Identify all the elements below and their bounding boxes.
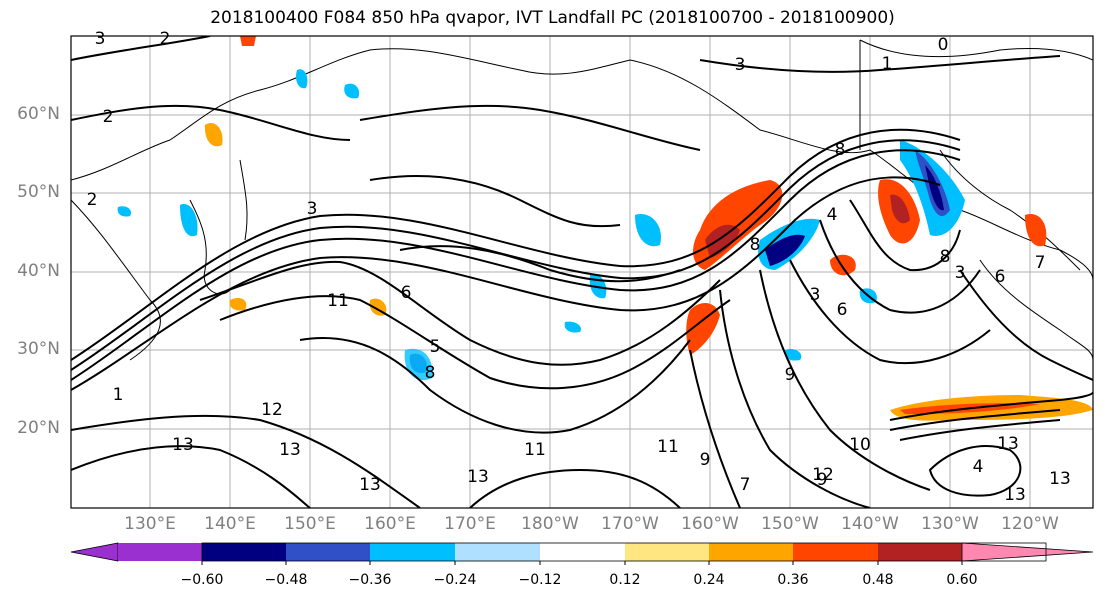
colorbar-segment xyxy=(793,543,878,561)
contour-label: 13 xyxy=(467,467,489,487)
colorbar-tick-label: 0.48 xyxy=(862,572,894,588)
lon-label: 140°W xyxy=(841,514,899,534)
lon-label: 170°W xyxy=(601,514,659,534)
map-frame xyxy=(70,35,1094,509)
colorbar-segment xyxy=(540,543,625,561)
contour-label: 2 xyxy=(87,190,98,210)
contour-label: 13 xyxy=(1004,485,1026,505)
contour-label: 9 xyxy=(817,470,828,490)
colorbar-tick-label: 0.12 xyxy=(609,572,641,588)
colorbar xyxy=(70,542,1094,565)
contour-label: 11 xyxy=(524,440,546,460)
contour-label: 1 xyxy=(113,385,124,405)
contour-label: 3 xyxy=(95,29,106,49)
colorbar-segment xyxy=(878,543,962,561)
colorbar-tick-label: 0.60 xyxy=(946,572,978,588)
contour-label: 13 xyxy=(279,440,301,460)
colorbar-tick-label: 0.24 xyxy=(693,572,725,588)
lat-label: 50°N xyxy=(17,182,60,202)
contour-label: 2 xyxy=(160,29,171,49)
contour-label: 4 xyxy=(973,457,984,477)
lon-label: 150°E xyxy=(284,514,336,534)
contour-label: 8 xyxy=(750,235,761,255)
colorbar-tick-label: 0.36 xyxy=(777,572,809,588)
lon-label: 160°W xyxy=(681,514,739,534)
contour-label: 3 xyxy=(955,263,966,283)
contour-label: 7 xyxy=(1035,253,1046,273)
contour-label: 13 xyxy=(172,435,194,455)
contour-label: 7 xyxy=(740,475,751,495)
lon-label: 120°W xyxy=(1001,514,1059,534)
lat-label: 30°N xyxy=(17,339,60,359)
contour-label: 8 xyxy=(835,140,846,160)
lon-label: 140°E xyxy=(204,514,256,534)
colorbar-segment xyxy=(709,543,793,561)
contours xyxy=(71,36,1093,508)
contour-label: 0 xyxy=(938,35,949,55)
colorbar-tick-label: −0.48 xyxy=(264,572,308,588)
contour-label: 6 xyxy=(401,283,412,303)
colorbar-segment xyxy=(118,543,202,561)
colorbar-tick-label: −0.60 xyxy=(180,572,224,588)
contour-label: 9 xyxy=(785,365,796,385)
colorbar-extend-high xyxy=(961,542,1094,562)
contour-label: 11 xyxy=(657,437,679,457)
contour-label: 9 xyxy=(700,450,711,470)
contour-label: 13 xyxy=(1049,469,1071,489)
contour-label: 3 xyxy=(307,199,318,219)
contour-label: 4 xyxy=(827,205,838,225)
contour-label: 6 xyxy=(837,300,848,320)
colorbar-segment xyxy=(202,543,286,561)
lon-label: 160°E xyxy=(364,514,416,534)
contour-label: 1 xyxy=(882,54,893,74)
colorbar-frame xyxy=(201,542,1047,562)
contour-label: 8 xyxy=(425,363,436,383)
colorbar-tick-label: −0.24 xyxy=(433,572,477,588)
contour-label: 5 xyxy=(430,337,441,357)
lon-label: 180°W xyxy=(521,514,579,534)
contour-label: 13 xyxy=(359,475,381,495)
lat-label: 40°N xyxy=(17,261,60,281)
map-title: 2018100400 F084 850 hPa qvapor, IVT Land… xyxy=(210,8,895,28)
contour-label: 8 xyxy=(940,247,951,267)
contour-label: 6 xyxy=(995,267,1006,287)
colorbar-tick-label: −0.12 xyxy=(518,572,562,588)
colorbar-extend-low xyxy=(70,542,119,562)
colorbar-segment xyxy=(286,543,370,561)
contour-label: 2 xyxy=(103,107,114,127)
contour-label: 11 xyxy=(327,291,349,311)
colorbar-tick-label: −0.36 xyxy=(348,572,392,588)
lon-label: 130°E xyxy=(124,514,176,534)
lon-label: 150°W xyxy=(761,514,819,534)
colorbar-segment xyxy=(625,543,709,561)
lon-label: 130°W xyxy=(921,514,979,534)
lat-label: 60°N xyxy=(17,104,60,124)
anomaly-fills xyxy=(117,36,1093,421)
contour-label: 3 xyxy=(735,55,746,75)
contour-label: 12 xyxy=(812,465,834,485)
contour-label: 13 xyxy=(997,434,1019,454)
contour-label: 3 xyxy=(810,285,821,305)
contour-label: 12 xyxy=(261,400,283,420)
lon-label: 170°E xyxy=(444,514,496,534)
colorbar-segment xyxy=(455,543,540,561)
colorbar-segment xyxy=(370,543,455,561)
coastlines xyxy=(71,39,1093,361)
contour-label: 10 xyxy=(849,435,871,455)
lat-label: 20°N xyxy=(17,418,60,438)
